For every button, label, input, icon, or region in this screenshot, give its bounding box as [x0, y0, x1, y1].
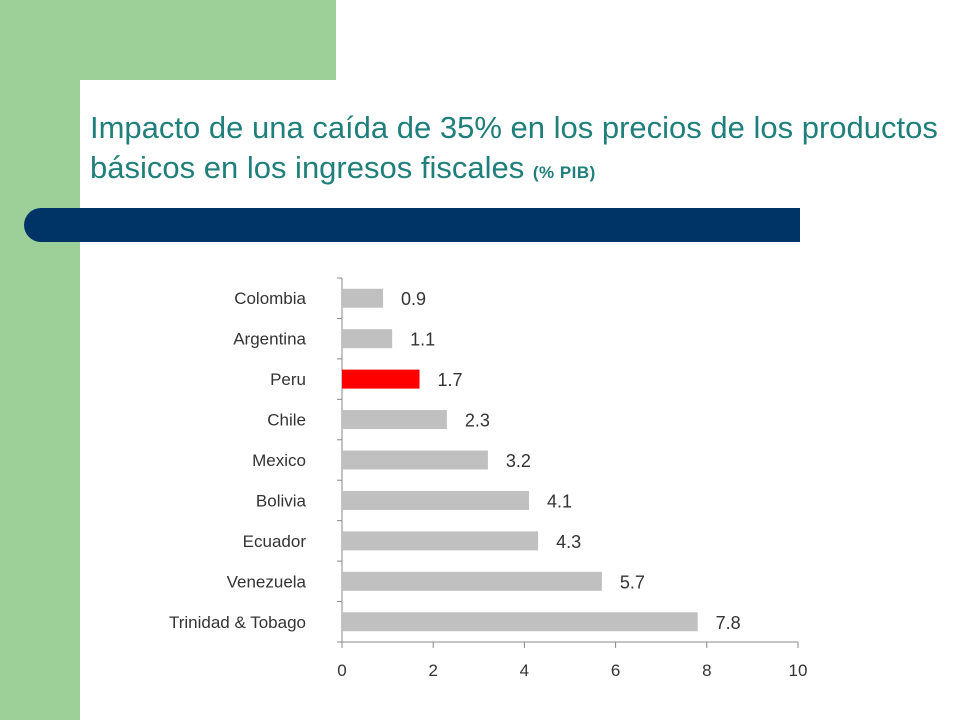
bar-argentina: [342, 329, 393, 349]
category-label: Argentina: [233, 330, 306, 349]
category-label: Chile: [267, 411, 306, 430]
x-tick-label: 10: [789, 661, 808, 680]
category-label: Peru: [270, 370, 306, 389]
slide-title: Impacto de una caída de 35% en los preci…: [90, 108, 950, 193]
data-label: 4.1: [547, 491, 572, 511]
data-label: 4.3: [556, 532, 581, 552]
bar-bolivia: [342, 490, 529, 510]
category-label: Mexico: [252, 451, 306, 470]
x-tick-label: 2: [428, 661, 437, 680]
data-label: 0.9: [401, 289, 426, 309]
data-label: 2.3: [465, 411, 490, 431]
bar-trinidad-tobago: [342, 612, 698, 632]
bar-colombia: [342, 288, 384, 308]
title-underline-bar: [24, 208, 800, 242]
data-label: 1.7: [438, 370, 463, 390]
category-label: Colombia: [234, 289, 306, 308]
data-label: 1.1: [410, 330, 435, 350]
bar-ecuador: [342, 531, 539, 551]
bar-venezuela: [342, 571, 602, 591]
category-label: Ecuador: [243, 532, 307, 551]
category-label: Trinidad & Tobago: [169, 613, 306, 632]
category-label: Bolivia: [256, 491, 307, 510]
bar-chile: [342, 410, 447, 430]
x-tick-label: 6: [611, 661, 620, 680]
accent-block-left: [0, 0, 80, 720]
bar-peru: [342, 369, 420, 389]
x-tick-label: 0: [337, 661, 346, 680]
x-tick-label: 8: [702, 661, 711, 680]
x-tick-label: 4: [520, 661, 529, 680]
category-label: Venezuela: [227, 572, 307, 591]
data-label: 5.7: [620, 572, 645, 592]
slide-title-main: Impacto de una caída de 35% en los preci…: [90, 110, 938, 185]
slide-title-unit: (% PIB): [532, 163, 596, 182]
bar-mexico: [342, 450, 488, 470]
data-label: 7.8: [716, 613, 741, 633]
data-label: 3.2: [506, 451, 531, 471]
